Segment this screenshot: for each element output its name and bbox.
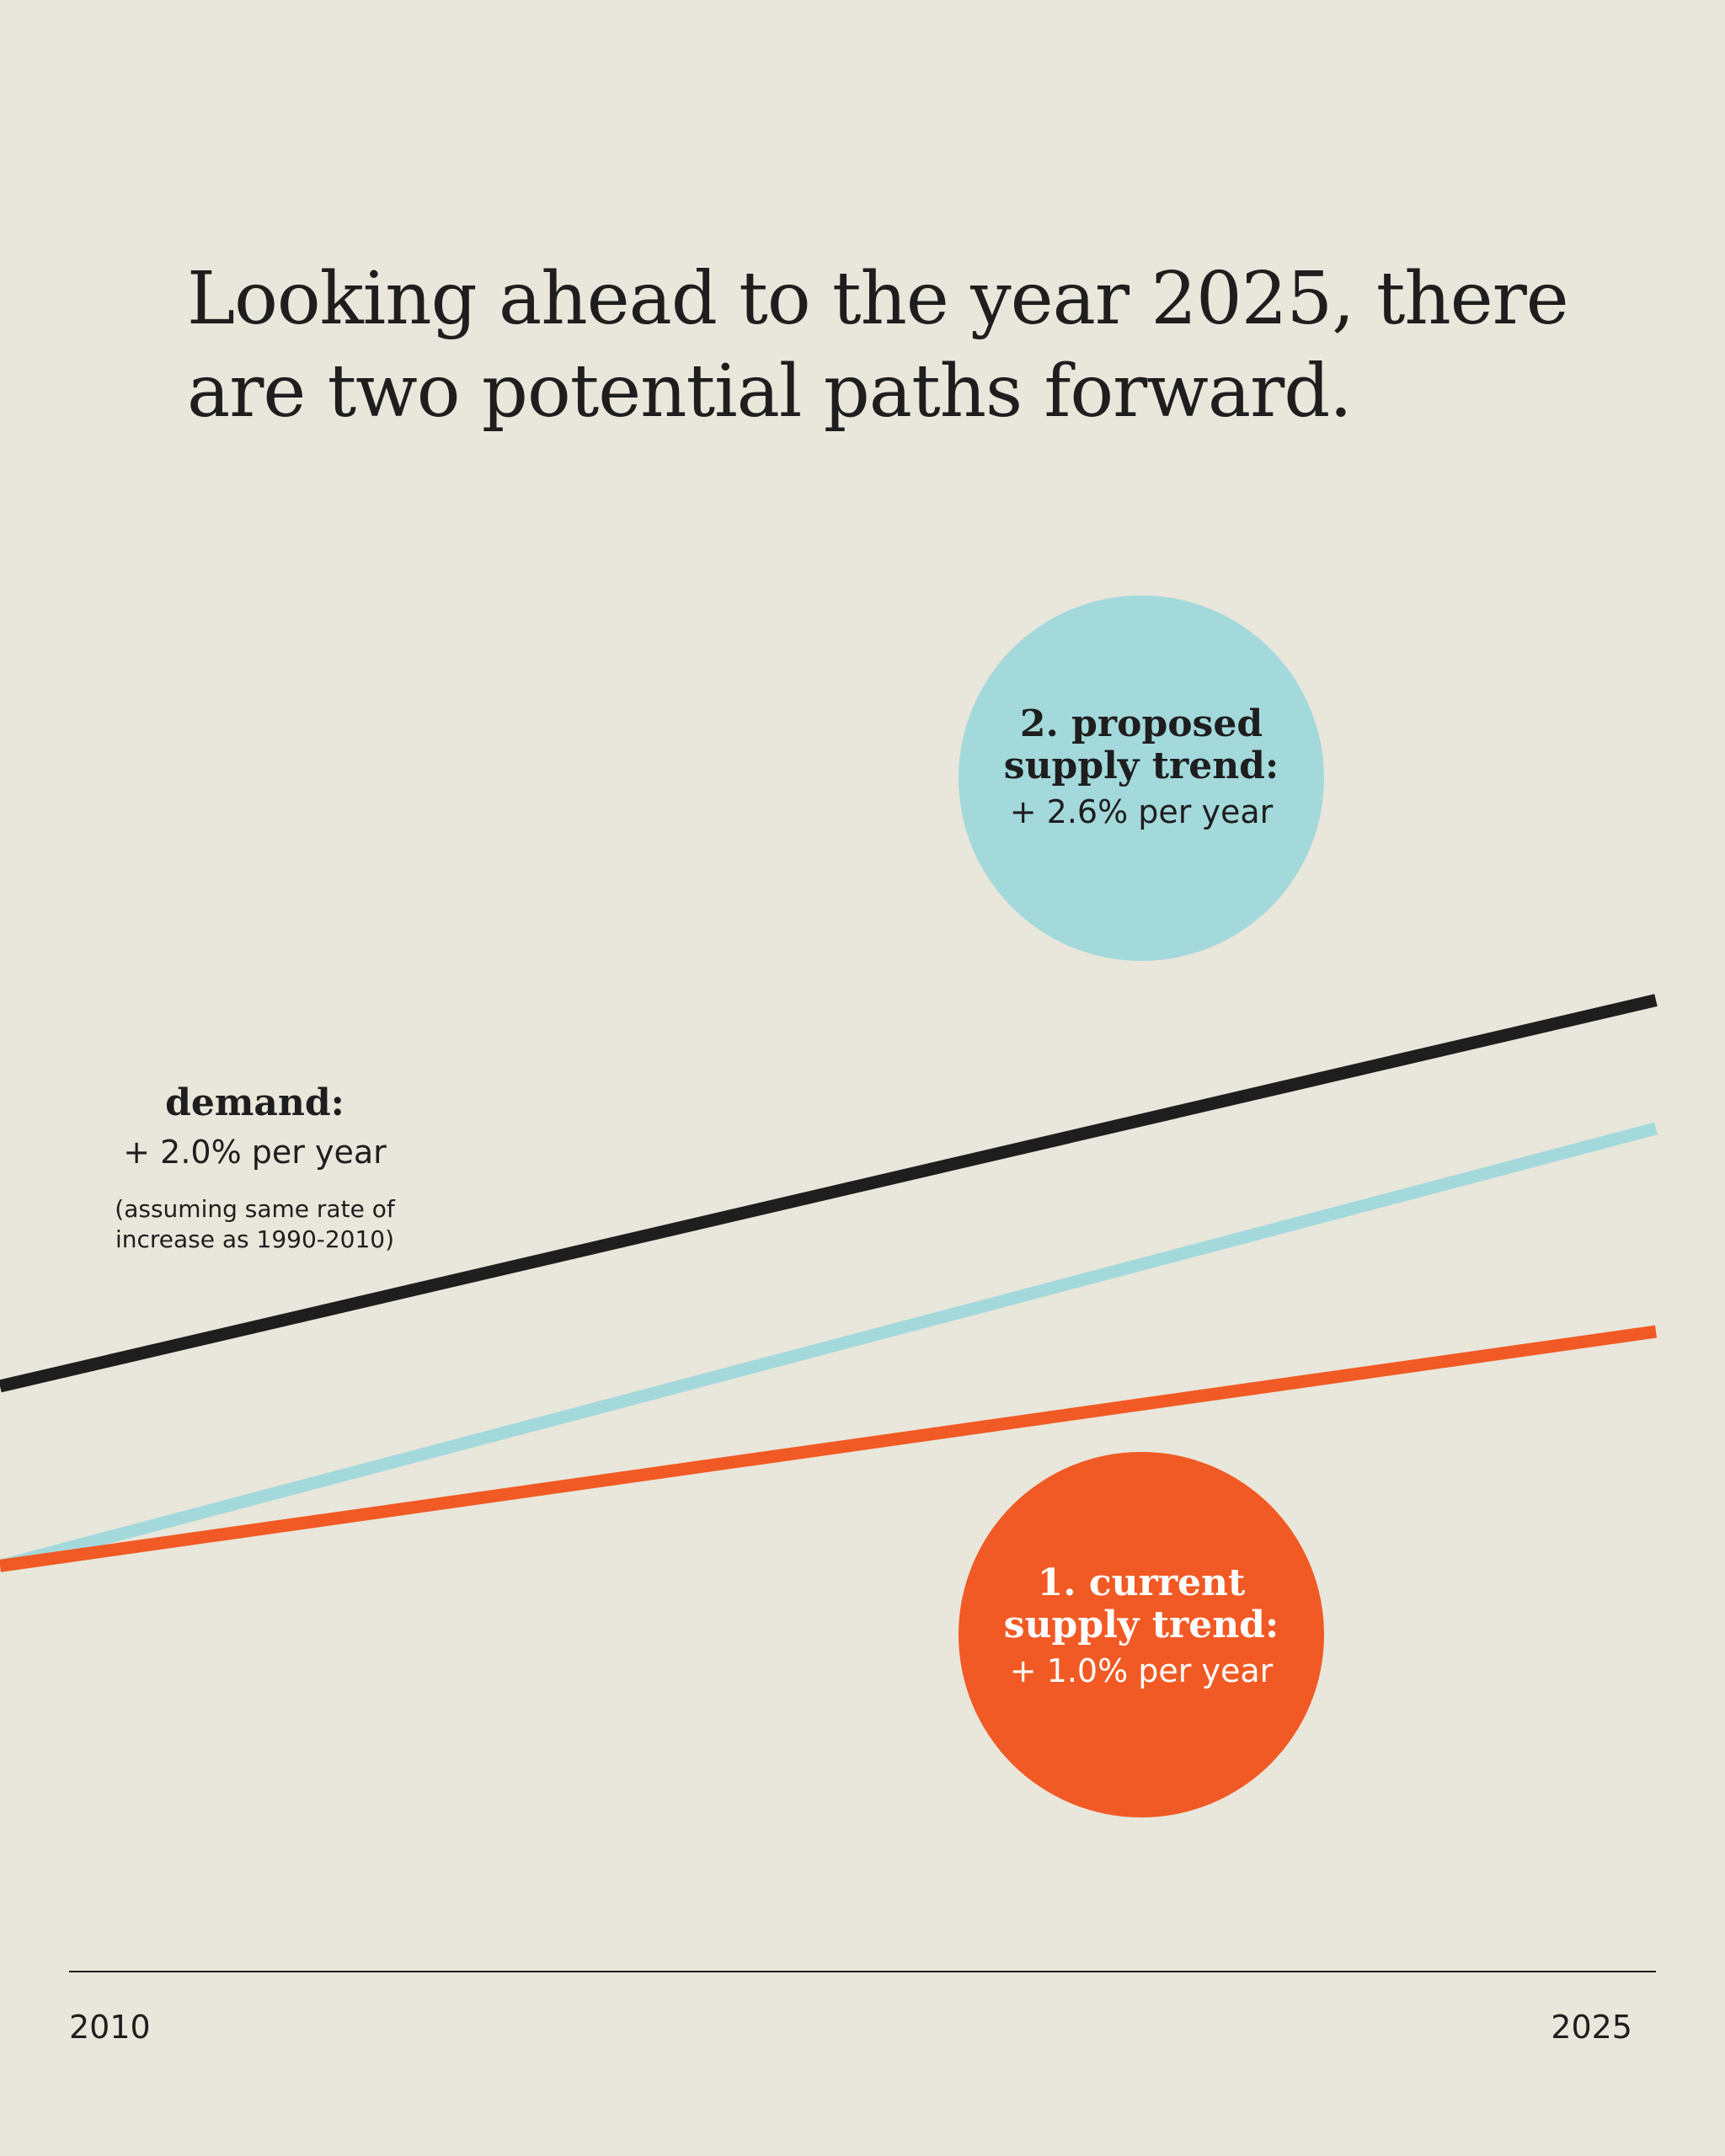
demand-title: demand: xyxy=(165,1081,344,1124)
page-title: Looking ahead to the year 2025, there ar… xyxy=(187,257,1569,434)
proposed-supply-label: 2. proposed supply trend: + 2.6% per yea… xyxy=(959,703,1324,833)
current-supply-circle xyxy=(959,1452,1324,1817)
current-supply-title-line1: 1. current xyxy=(1037,1561,1246,1604)
proposed-supply-circle xyxy=(959,595,1324,961)
demand-note: (assuming same rate of increase as 1990-… xyxy=(84,1194,425,1255)
demand-note-line1: (assuming same rate of xyxy=(115,1195,395,1223)
current-supply-title-line2: supply trend: xyxy=(1003,1604,1279,1646)
proposed-supply-series-line xyxy=(0,1122,1658,1572)
x-tick-label-start: 2010 xyxy=(69,2009,151,2046)
proposed-supply-title-line2: supply trend: xyxy=(1003,744,1279,787)
proposed-supply-rate: + 2.6% per year xyxy=(1009,793,1274,830)
current-supply-label: 1. current supply trend: + 1.0% per year xyxy=(959,1562,1324,1692)
demand-rate: + 2.0% per year xyxy=(123,1134,387,1171)
current-supply-series-line xyxy=(0,1325,1658,1572)
proposed-supply-title-line1: 2. proposed xyxy=(1019,702,1263,745)
demand-label: demand: + 2.0% per year (assuming same r… xyxy=(84,1078,425,1255)
x-tick-label-end: 2025 xyxy=(1551,2009,1632,2046)
demand-note-line2: increase as 1990-2010) xyxy=(115,1225,395,1253)
demand-series-line xyxy=(0,994,1658,1393)
current-supply-rate: + 1.0% per year xyxy=(1009,1652,1274,1689)
